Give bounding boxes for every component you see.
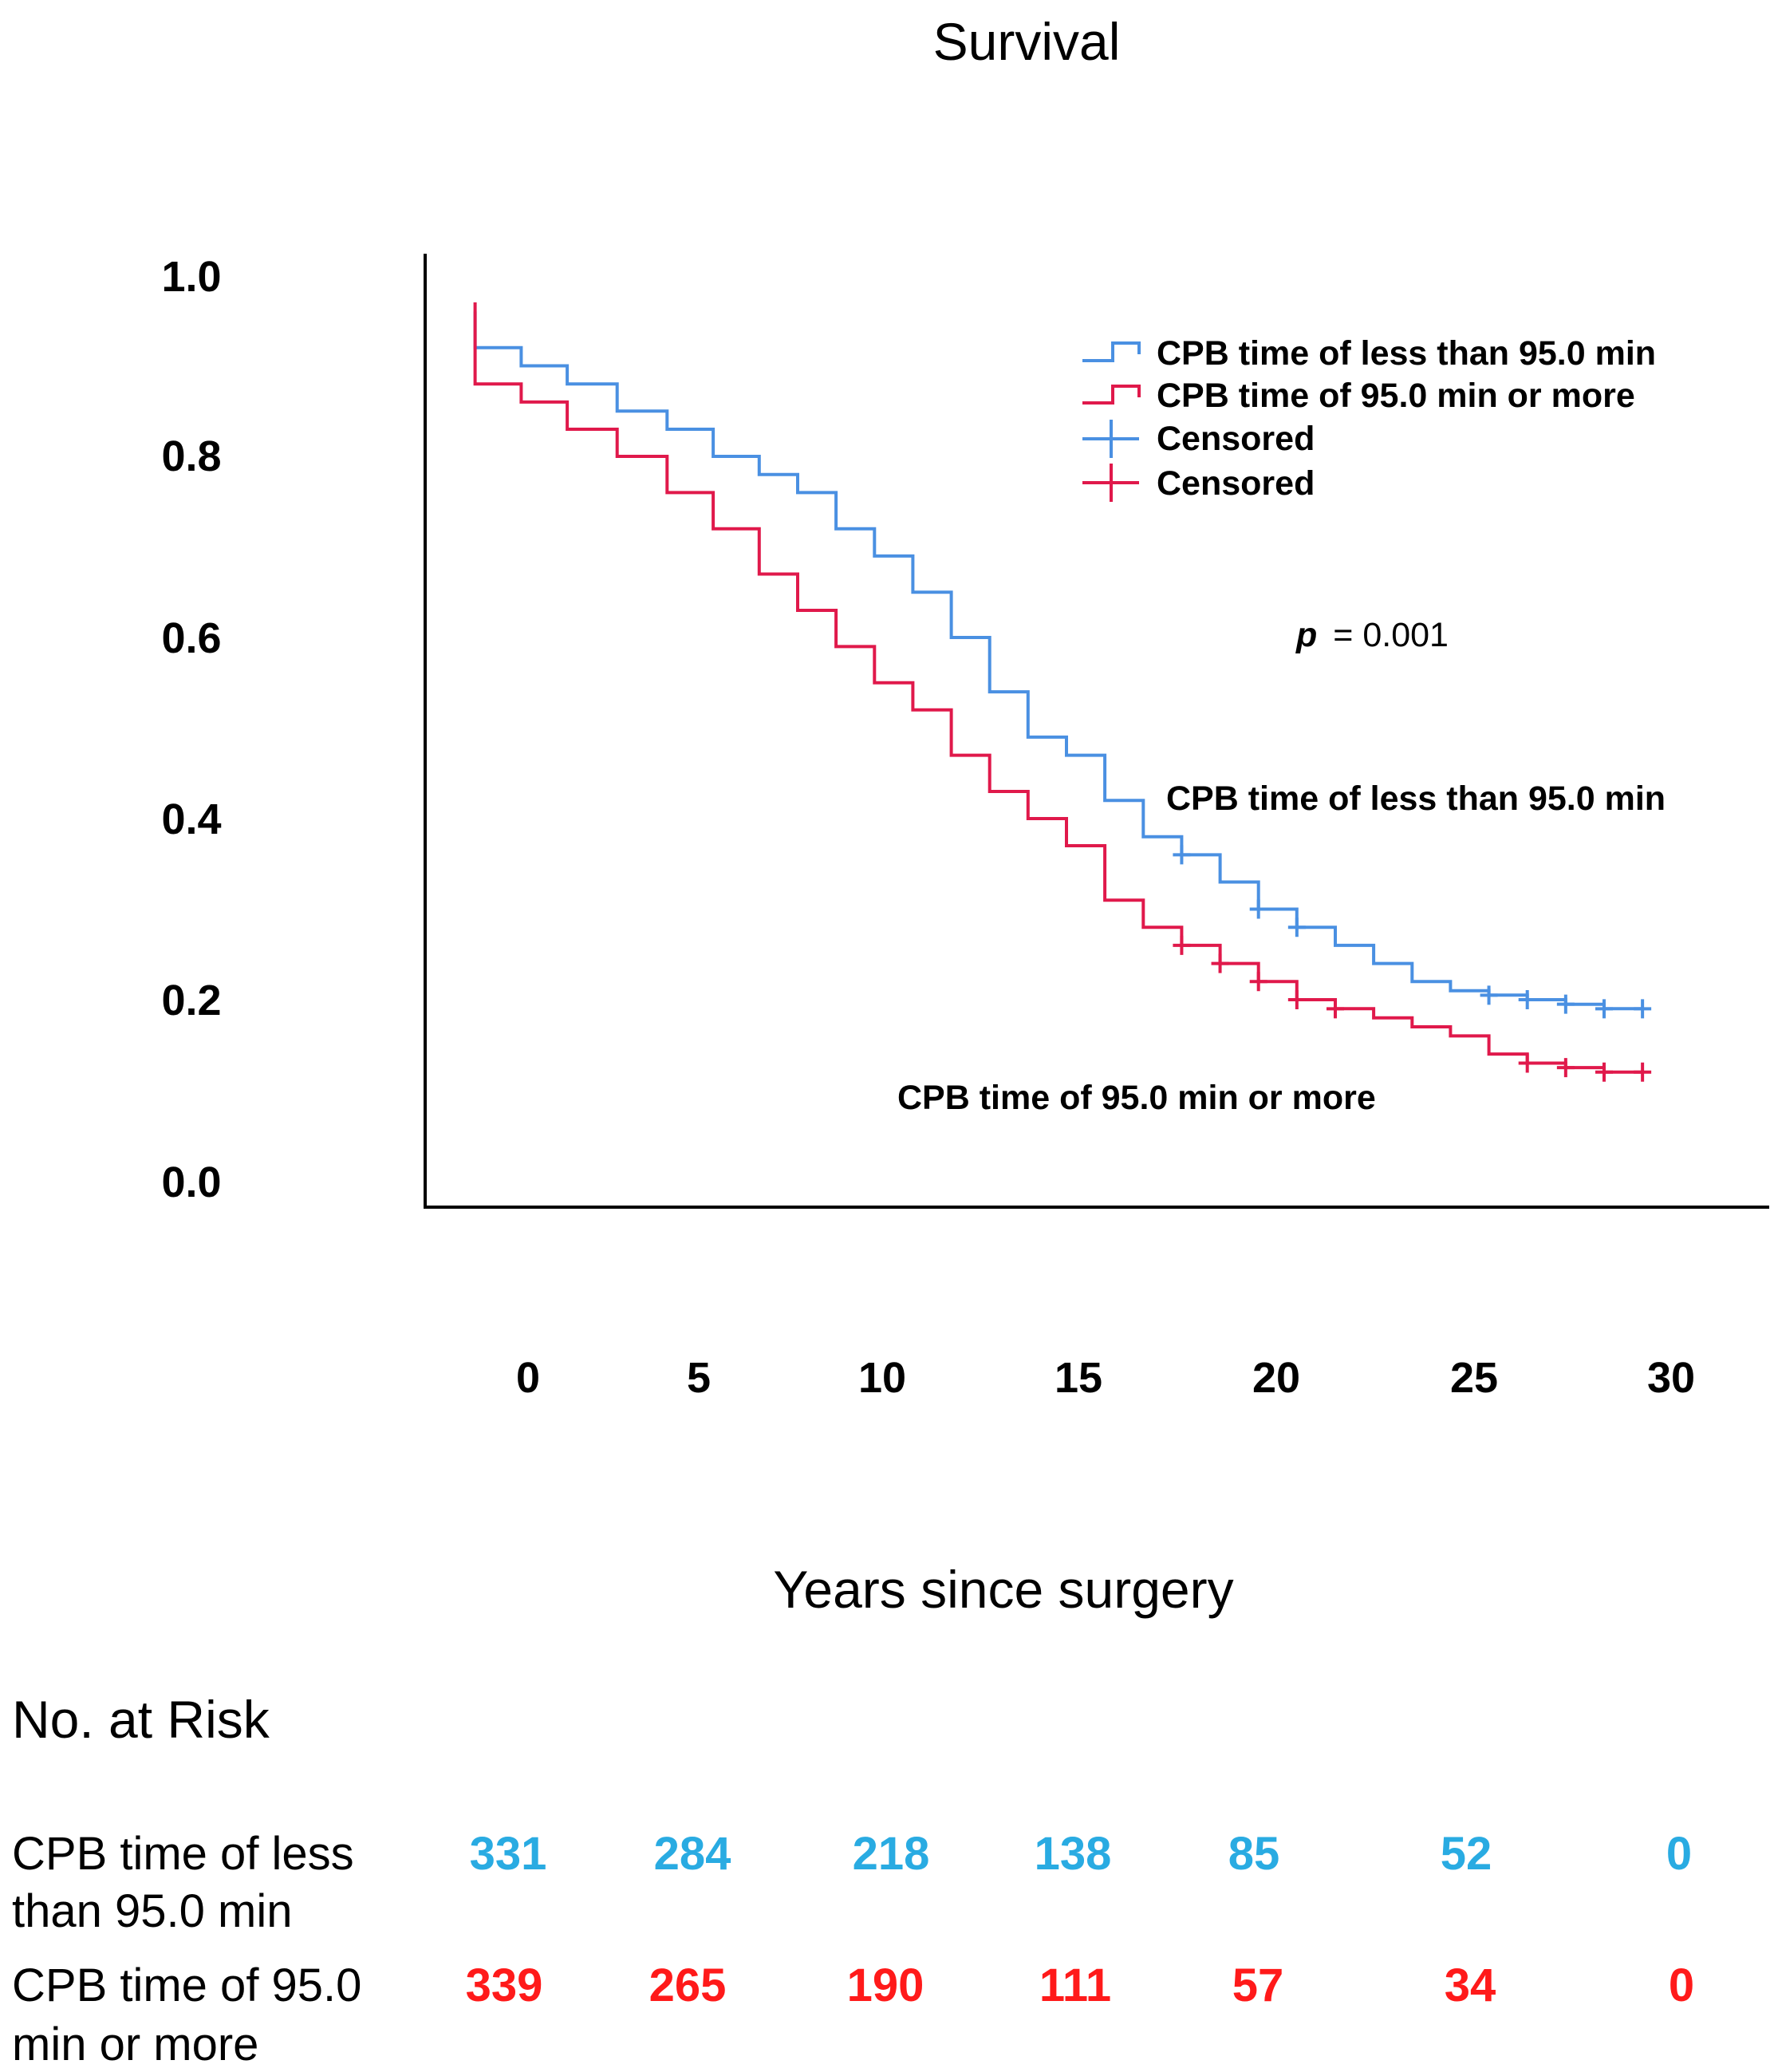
censor-mark	[1173, 935, 1191, 955]
risk-row-less: 331 284 218 138 85 52 0	[470, 1828, 1693, 1880]
legend-step-swatch-red	[1082, 385, 1141, 405]
risk-row-label: than 95.0 min	[12, 1885, 292, 1937]
x-tick-label: 20	[1252, 1354, 1300, 1402]
survival-curves	[473, 302, 1652, 1082]
risk-value: 85	[1228, 1828, 1280, 1880]
p-value-annotation: p = 0.001	[1295, 616, 1449, 654]
legend-label: CPB time of 95.0 min or more	[1157, 377, 1635, 415]
legend: CPB time of less than 95.0 min CPB time …	[1082, 334, 1656, 503]
risk-value: 111	[1039, 1960, 1111, 2011]
y-tick-labels: 1.0 0.8 0.6 0.4 0.2 0.0	[161, 253, 221, 1206]
censor-mark	[1556, 1058, 1575, 1078]
series-label-less: CPB time of less than 95.0 min	[1166, 779, 1666, 818]
y-tick-label: 0.0	[161, 1158, 221, 1206]
risk-row-label: min or more	[12, 2019, 258, 2070]
legend-label: Censored	[1157, 420, 1315, 458]
chart-title: Survival	[933, 12, 1121, 71]
censor-mark	[1595, 999, 1613, 1019]
risk-row-label: CPB time of 95.0	[12, 1960, 361, 2011]
risk-value: 331	[470, 1828, 547, 1880]
censor-mark	[1556, 994, 1575, 1014]
p-value: = 0.001	[1333, 616, 1449, 654]
y-tick-label: 0.6	[161, 614, 221, 662]
censor-mark	[1518, 1053, 1536, 1073]
censor-mark	[1326, 999, 1344, 1019]
risk-value: 0	[1666, 1828, 1692, 1880]
y-tick-label: 0.2	[161, 977, 221, 1024]
legend-censor-swatch-red	[1082, 464, 1139, 502]
risk-value: 190	[847, 1960, 924, 2011]
risk-value: 284	[654, 1828, 731, 1880]
censor-mark	[1287, 990, 1306, 1009]
y-tick-label: 0.8	[161, 432, 221, 480]
legend-step-swatch-blue	[1082, 341, 1141, 362]
survival-curve-series-1	[473, 311, 1643, 1011]
x-tick-labels: 0 5 10 15 20 25 30	[516, 1354, 1695, 1402]
risk-value: 218	[853, 1828, 930, 1880]
risk-value: 265	[649, 1960, 727, 2011]
censor-mark	[1634, 1062, 1652, 1082]
x-tick-label: 15	[1055, 1354, 1102, 1402]
censor-mark	[1480, 985, 1498, 1005]
censor-mark	[1211, 953, 1229, 973]
risk-value: 57	[1232, 1960, 1284, 2011]
x-tick-label: 0	[516, 1354, 540, 1402]
x-tick-label: 10	[858, 1354, 906, 1402]
risk-row-more: 339 265 190 111 57 34 0	[466, 1960, 1695, 2011]
censor-mark	[1249, 899, 1267, 919]
x-tick-label: 5	[687, 1354, 711, 1402]
risk-value: 339	[466, 1960, 543, 2011]
censor-mark	[1173, 845, 1191, 865]
p-symbol: p	[1295, 616, 1317, 654]
x-tick-label: 25	[1450, 1354, 1498, 1402]
y-tick-label: 1.0	[161, 253, 221, 301]
x-tick-label: 30	[1647, 1354, 1695, 1402]
risk-value: 138	[1035, 1828, 1112, 1880]
censor-mark	[1634, 999, 1652, 1019]
risk-value: 52	[1441, 1828, 1492, 1880]
risk-value: 34	[1445, 1960, 1496, 2011]
risk-row-label: CPB time of less	[12, 1828, 354, 1880]
x-axis-label: Years since surgery	[773, 1560, 1233, 1619]
legend-label: CPB time of less than 95.0 min	[1157, 334, 1656, 373]
censor-mark	[1249, 972, 1267, 992]
legend-label: Censored	[1157, 464, 1315, 503]
censor-mark	[1595, 1062, 1613, 1082]
survival-curve-series-2	[473, 302, 1643, 1074]
risk-table-title: No. at Risk	[12, 1690, 270, 1749]
series-label-more: CPB time of 95.0 min or more	[897, 1079, 1376, 1117]
legend-censor-swatch-blue	[1082, 420, 1139, 458]
censor-mark	[1287, 918, 1306, 937]
y-tick-label: 0.4	[161, 795, 221, 843]
risk-value: 0	[1669, 1960, 1694, 2011]
censor-mark	[1518, 990, 1536, 1009]
